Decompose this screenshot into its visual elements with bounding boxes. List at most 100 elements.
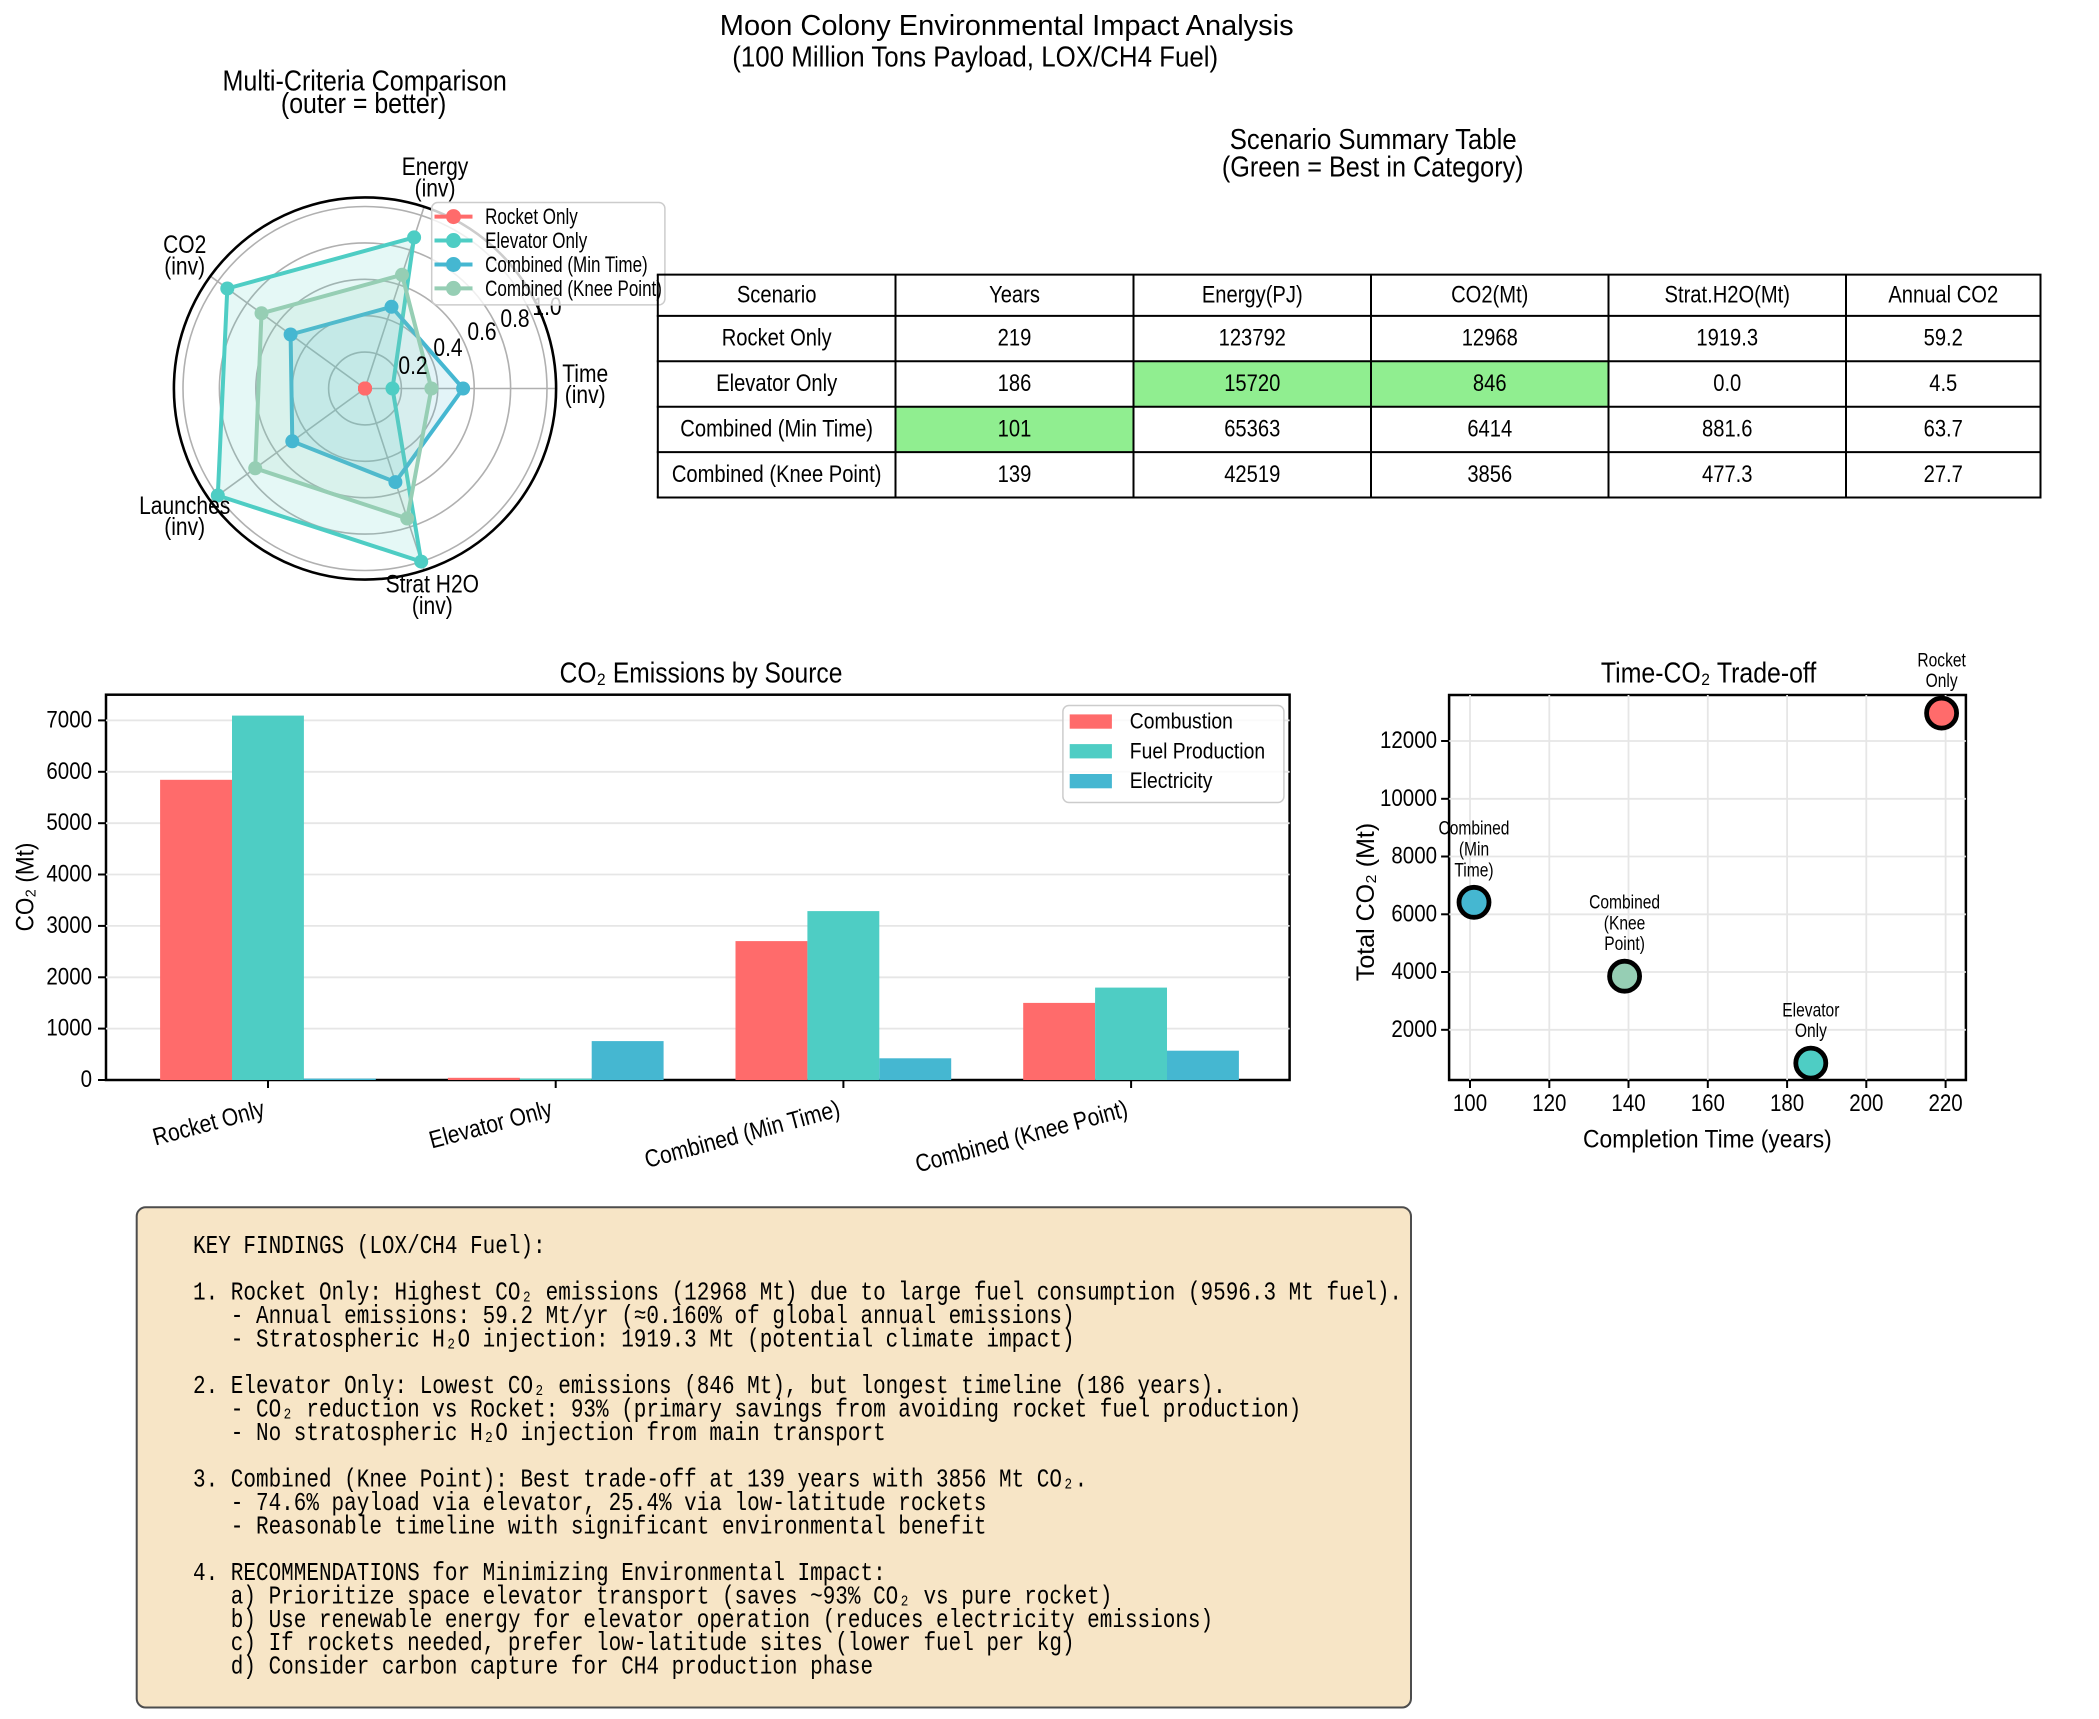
svg-text:12000: 12000	[1380, 727, 1437, 754]
svg-text:1. Rocket Only: Highest CO₂ em: 1. Rocket Only: Highest CO₂ emissions (1…	[193, 1280, 1402, 1308]
svg-text:Moon Colony Environmental Impa: Moon Colony Environmental Impact Analysi…	[720, 10, 1294, 42]
svg-text:120: 120	[1532, 1090, 1566, 1117]
svg-text:100: 100	[1453, 1090, 1487, 1117]
svg-text:0.0: 0.0	[1713, 370, 1741, 397]
svg-text:Point): Point)	[1604, 933, 1645, 955]
svg-text:Strat H2O: Strat H2O	[386, 570, 479, 598]
svg-text:200: 200	[1849, 1090, 1883, 1117]
svg-text:59.2: 59.2	[1924, 324, 1963, 351]
svg-text:1919.3: 1919.3	[1696, 324, 1758, 351]
svg-text:Scenario: Scenario	[737, 281, 817, 308]
svg-text:Combined (Min Time): Combined (Min Time)	[680, 415, 873, 442]
svg-text:CO2(Mt): CO2(Mt)	[1451, 281, 1528, 308]
svg-text:Combined (Knee Point): Combined (Knee Point)	[912, 1094, 1130, 1178]
svg-text:Fuel Production: Fuel Production	[1130, 739, 1265, 764]
svg-text:Time: Time	[562, 359, 608, 387]
svg-text:Rocket Only: Rocket Only	[150, 1094, 268, 1151]
svg-text:Elevator Only: Elevator Only	[426, 1094, 556, 1154]
svg-text:139: 139	[998, 460, 1032, 487]
svg-text:CO₂ (Mt): CO₂ (Mt)	[11, 843, 39, 932]
svg-text:Years: Years	[989, 281, 1040, 308]
svg-text:(inv): (inv)	[565, 380, 606, 408]
svg-text:Combined (Min Time): Combined (Min Time)	[485, 253, 648, 278]
svg-text:846: 846	[1473, 370, 1507, 397]
svg-text:Completion Time (years): Completion Time (years)	[1583, 1126, 1832, 1154]
svg-text:- No stratospheric H₂O injecti: - No stratospheric H₂O injection from ma…	[193, 1420, 886, 1448]
svg-text:180: 180	[1770, 1090, 1804, 1117]
svg-text:Electricity: Electricity	[1130, 769, 1213, 794]
svg-text:Combined (Knee Point): Combined (Knee Point)	[485, 277, 662, 302]
svg-text:- Reasonable timeline with sig: - Reasonable timeline with significant e…	[193, 1514, 986, 1542]
svg-text:Rocket Only: Rocket Only	[722, 324, 832, 351]
svg-text:(inv): (inv)	[164, 513, 205, 541]
svg-text:7000: 7000	[46, 706, 92, 733]
svg-text:(inv): (inv)	[412, 591, 453, 619]
svg-text:Elevator Only: Elevator Only	[716, 370, 837, 397]
svg-text:b) Use renewable energy for el: b) Use renewable energy for elevator ope…	[193, 1607, 1213, 1635]
svg-text:(outer = better): (outer = better)	[281, 87, 446, 119]
svg-text:- Annual emissions: 59.2 Mt/yr: - Annual emissions: 59.2 Mt/yr (≈0.160% …	[193, 1303, 1075, 1331]
svg-text:8000: 8000	[1391, 842, 1437, 869]
svg-text:Multi-Criteria Comparison: Multi-Criteria Comparison	[223, 64, 507, 97]
svg-text:c) If rockets needed, prefer l: c) If rockets needed, prefer low-latitud…	[193, 1630, 1075, 1658]
svg-text:Rocket Only: Rocket Only	[485, 205, 578, 230]
svg-text:Elevator Only: Elevator Only	[485, 229, 587, 254]
svg-text:0: 0	[81, 1066, 92, 1093]
svg-text:(Knee: (Knee	[1604, 912, 1646, 934]
svg-text:123792: 123792	[1219, 324, 1286, 351]
svg-text:Strat.H2O(Mt): Strat.H2O(Mt)	[1665, 281, 1790, 308]
svg-text:Combined (Knee Point): Combined (Knee Point)	[672, 460, 882, 487]
svg-text:0.6: 0.6	[467, 317, 496, 345]
svg-text:(inv): (inv)	[415, 174, 456, 202]
svg-text:(Green = Best in Category): (Green = Best in Category)	[1222, 150, 1524, 183]
svg-text:Energy(PJ): Energy(PJ)	[1202, 281, 1303, 308]
svg-text:15720: 15720	[1224, 370, 1280, 397]
svg-text:5000: 5000	[46, 809, 92, 836]
svg-text:Time-CO₂ Trade-off: Time-CO₂ Trade-off	[1601, 657, 1817, 689]
svg-text:Only: Only	[1795, 1020, 1827, 1042]
svg-text:186: 186	[998, 370, 1032, 397]
svg-text:27.7: 27.7	[1924, 460, 1963, 487]
svg-text:Launches: Launches	[139, 491, 230, 519]
svg-text:65363: 65363	[1224, 415, 1280, 442]
svg-text:CO2: CO2	[163, 230, 206, 258]
svg-text:219: 219	[998, 324, 1032, 351]
svg-text:a) Prioritize space elevator t: a) Prioritize space elevator transport (…	[193, 1584, 1112, 1612]
svg-text:10000: 10000	[1380, 784, 1437, 811]
svg-text:140: 140	[1611, 1090, 1645, 1117]
svg-text:Combustion: Combustion	[1130, 709, 1233, 734]
svg-text:Energy: Energy	[402, 152, 469, 180]
svg-text:6000: 6000	[46, 757, 92, 784]
svg-text:3000: 3000	[46, 911, 92, 938]
svg-text:4000: 4000	[1391, 958, 1437, 985]
svg-text:- 74.6% payload via elevator,: - 74.6% payload via elevator, 25.4% via …	[193, 1490, 986, 1518]
svg-text:0.8: 0.8	[500, 304, 529, 332]
svg-text:Combined: Combined	[1438, 817, 1509, 839]
svg-text:6414: 6414	[1467, 415, 1512, 442]
svg-text:Annual CO2: Annual CO2	[1888, 281, 1998, 308]
svg-text:6000: 6000	[1391, 900, 1437, 927]
svg-text:Time): Time)	[1454, 859, 1493, 881]
svg-text:(Min: (Min	[1459, 838, 1489, 860]
svg-text:3. Combined (Knee Point): Best: 3. Combined (Knee Point): Best trade-off…	[193, 1467, 1087, 1495]
svg-text:4.5: 4.5	[1929, 370, 1957, 397]
svg-text:Scenario Summary Table: Scenario Summary Table	[1230, 123, 1517, 156]
svg-text:2000: 2000	[46, 963, 92, 990]
svg-text:220: 220	[1928, 1090, 1962, 1117]
svg-text:3856: 3856	[1467, 460, 1512, 487]
svg-text:- CO₂ reduction vs Rocket: 93%: - CO₂ reduction vs Rocket: 93% (primary …	[193, 1397, 1301, 1425]
svg-text:101: 101	[998, 415, 1032, 442]
svg-text:Combined (Min Time): Combined (Min Time)	[641, 1094, 842, 1173]
svg-text:KEY FINDINGS (LOX/CH4 Fuel):: KEY FINDINGS (LOX/CH4 Fuel):	[193, 1233, 546, 1261]
svg-text:0.2: 0.2	[398, 351, 427, 379]
svg-text:2000: 2000	[1391, 1015, 1437, 1042]
svg-text:1000: 1000	[46, 1014, 92, 1041]
svg-text:477.3: 477.3	[1702, 460, 1752, 487]
svg-text:(inv): (inv)	[164, 252, 205, 280]
svg-text:2. Elevator Only: Lowest CO₂ e: 2. Elevator Only: Lowest CO₂ emissions (…	[193, 1374, 1226, 1402]
svg-text:Total CO₂ (Mt): Total CO₂ (Mt)	[1352, 823, 1380, 981]
svg-text:12968: 12968	[1462, 324, 1518, 351]
svg-text:d) Consider carbon capture for: d) Consider carbon capture for CH4 produ…	[193, 1654, 873, 1682]
svg-text:42519: 42519	[1224, 460, 1280, 487]
svg-text:63.7: 63.7	[1924, 415, 1963, 442]
